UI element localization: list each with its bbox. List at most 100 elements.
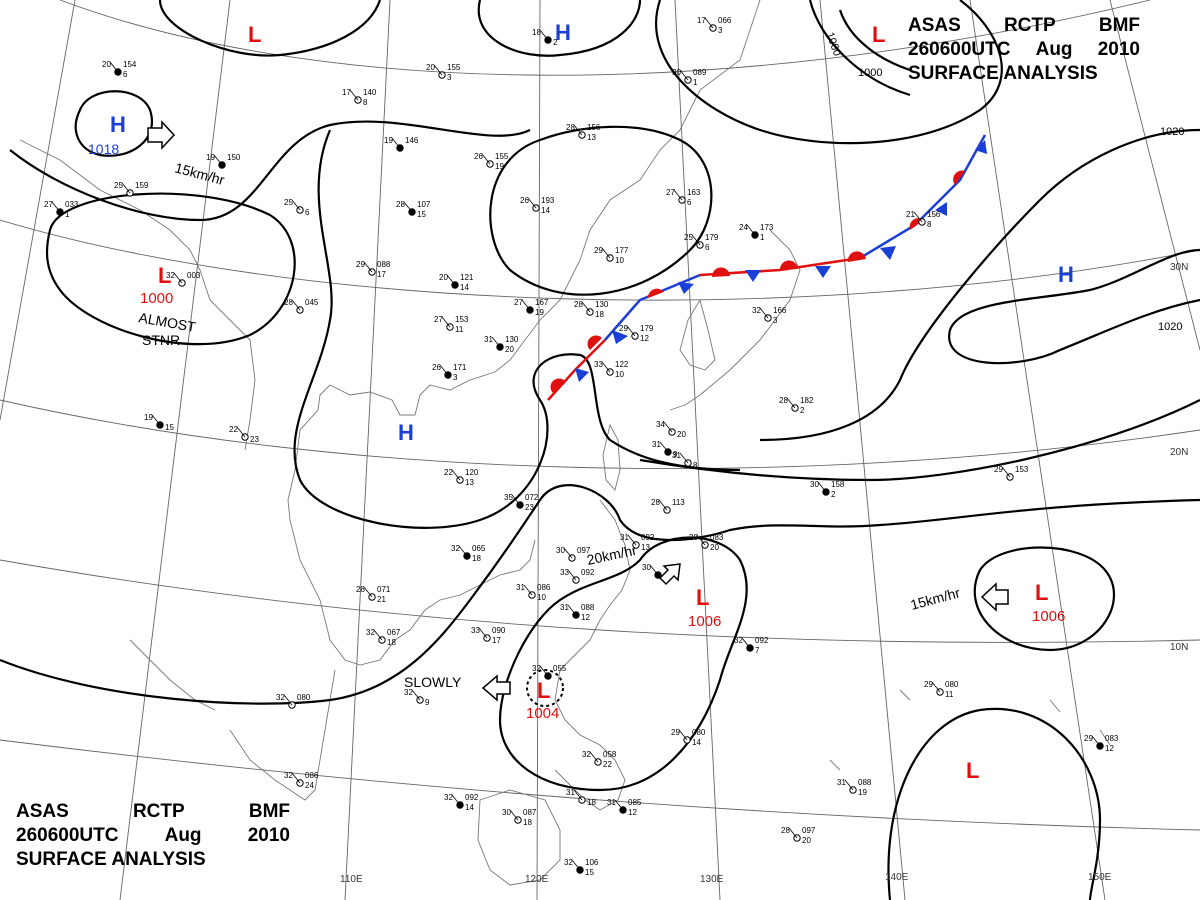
station-temp: 32 [564,858,573,867]
station-dewpoint: 15 [585,868,594,877]
high-center-letter: H [398,420,414,445]
station-dewpoint: 1 [760,233,765,242]
station-dewpoint: 21 [377,595,386,604]
station-temp: 32 [752,306,761,315]
coastlines [19,0,1111,886]
wind-barb-icon [673,189,683,201]
station-pressure: 065 [472,544,486,553]
station-pressure: 177 [615,246,629,255]
station-pressure: 080 [945,680,959,689]
low-center-letter: L [158,263,171,288]
wind-barb-icon [213,154,223,166]
station-temp: 24 [739,223,748,232]
station-dewpoint: 12 [1105,744,1114,753]
meridian-120e [536,0,541,900]
station-pressure: 163 [687,188,701,197]
station-pressure: 092 [465,793,479,802]
station-temp: 27 [44,200,53,209]
station-dewpoint: 19 [535,308,544,317]
station-pressure: 097 [577,546,591,555]
wind-barb-icon [363,261,373,273]
wind-barb-icon [373,629,383,641]
isobar-label: 1020 [1160,126,1184,138]
station-temp: 28 [356,585,365,594]
wind-barb-icon [451,469,461,481]
station-plot: 30 097 [556,546,591,562]
station-pressure: 193 [541,196,555,205]
station-temp: 29 [1084,734,1093,743]
wind-barb-icon [478,627,488,639]
station-pressure: 087 [523,808,537,817]
isobar-east-1020 [759,128,1200,442]
station-temp: 28 [651,498,660,507]
station-temp: 32 [532,664,541,673]
wind-barb-icon [121,182,131,194]
station-pressure: 159 [135,181,149,190]
station-pressure: 120 [465,468,479,477]
station-pressure: 083 [710,533,724,542]
station-temp: 32 [582,750,591,759]
station-dewpoint: 14 [541,206,550,215]
station-dewpoint: 13 [465,478,474,487]
station-pressure: 179 [640,324,654,333]
station-temp: 21 [906,210,915,219]
wind-barb-icon [491,336,501,348]
station-dewpoint: 8 [927,220,932,229]
low-center-value: 1004 [526,705,559,722]
wind-barb-icon [649,564,659,576]
station-temp: 31 [837,778,846,787]
meridian-110e [344,0,391,900]
station-dewpoint: 19 [858,788,867,797]
station-pressure: 140 [363,88,377,97]
station-plot: 22 23 [229,425,259,444]
motion-label: SLOWLY [404,674,462,690]
station-dewpoint: 22 [603,760,612,769]
parallel-20n [0,399,1200,470]
station-dewpoint: 2 [831,490,836,499]
wind-barb-icon [291,772,301,784]
station-dewpoint: 10 [615,370,624,379]
station-dewpoint: 12 [581,613,590,622]
station-plot: 25 159 [114,181,149,197]
station-pressure: 092 [581,568,595,577]
station-dewpoint: 15 [417,210,426,219]
coast-india [19,139,256,451]
station-plot: 32 003 [166,271,201,287]
station-pressure: 092 [755,636,769,645]
station-temp: 25 [114,181,123,190]
station-temp: 18 [532,28,541,37]
isobar-east-band [639,399,1200,482]
wind-barb-icon [151,414,161,426]
low-center-letter: L [966,758,979,783]
station-temp: 34 [656,420,665,429]
station-dewpoint: 12 [640,334,649,343]
station-dewpoint: 17 [492,636,501,645]
station-pressure: 080 [297,693,311,702]
lon-label: 140E [885,872,909,883]
wind-barb-icon [1091,735,1101,747]
station-temp: 17 [697,16,706,25]
station-dewpoint: 20 [677,430,686,439]
station-temp: 29 [594,246,603,255]
station-temp: 25 [684,233,693,242]
station-pressure: 122 [615,360,629,369]
station-pressure: 072 [525,493,539,502]
wind-barb-icon [481,153,491,165]
station-temp: 28 [689,533,698,542]
